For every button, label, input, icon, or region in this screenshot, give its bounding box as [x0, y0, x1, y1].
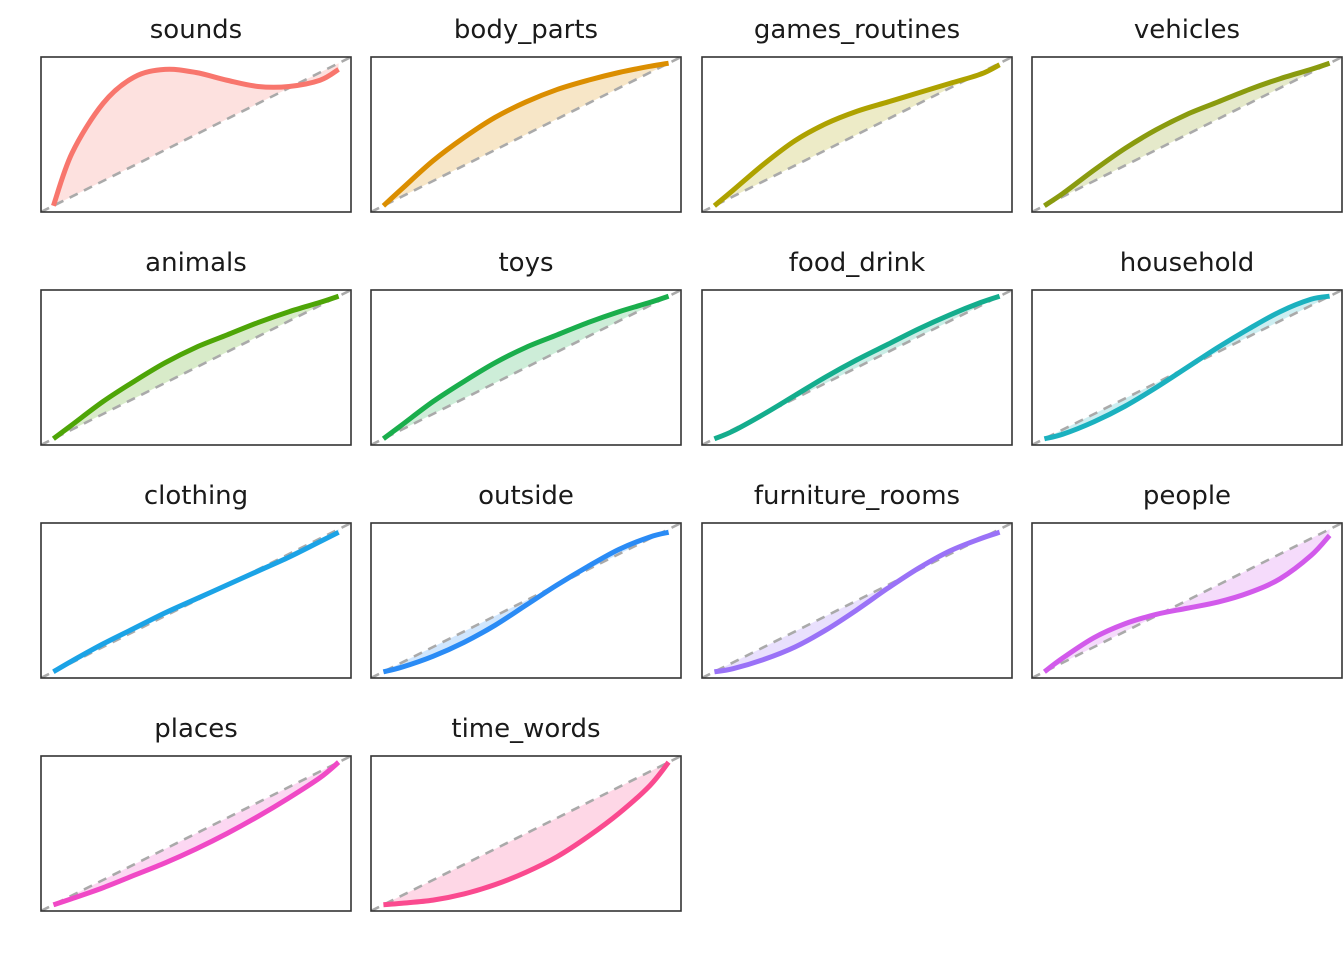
panel-border — [701, 56, 1013, 213]
reference-diagonal-line — [41, 756, 351, 911]
series-curve-time_words — [383, 760, 671, 908]
panel-title: people — [1143, 481, 1231, 511]
panel-title: time_words — [451, 714, 600, 744]
series-curve-games_routines — [712, 62, 1001, 208]
panel-plot-area — [371, 57, 681, 212]
panel-title: toys — [498, 248, 553, 278]
panel-animals: animals — [40, 248, 352, 446]
reference-diagonal-line — [41, 523, 351, 678]
series-curve-outside — [382, 529, 670, 675]
reference-diagonal-line — [41, 290, 351, 445]
panel-border — [370, 289, 682, 446]
reference-diagonal-line — [371, 756, 681, 911]
area-between-curve-and-diagonal — [383, 529, 669, 672]
panel-plot-area — [1032, 523, 1342, 678]
panel-border — [701, 289, 1013, 446]
panel-plot-area — [41, 57, 351, 212]
area-between-curve-and-diagonal — [383, 63, 669, 206]
series-curve-clothing — [52, 530, 340, 674]
area-between-curve-and-diagonal — [714, 63, 1000, 206]
panel-border — [370, 522, 682, 679]
series-curve-toys — [381, 293, 670, 441]
panel-title: places — [154, 714, 238, 744]
reference-diagonal-line — [1032, 57, 1342, 212]
panel-plot-area — [41, 290, 351, 445]
panel-title: sounds — [150, 15, 242, 45]
panel-border — [40, 755, 352, 912]
reference-diagonal-line — [371, 523, 681, 678]
panel-plot-area — [702, 290, 1012, 445]
panel-clothing: clothing — [40, 481, 352, 679]
panel-title: household — [1120, 248, 1255, 278]
panel-sounds: sounds — [40, 15, 352, 213]
panel-title: body_parts — [454, 15, 598, 45]
panel-plot-area — [41, 523, 351, 678]
series-curve-vehicles — [1043, 60, 1331, 208]
reference-diagonal-line — [1032, 290, 1342, 445]
panel-border — [701, 522, 1013, 679]
panel-plot-area — [1032, 57, 1342, 212]
panel-plot-area — [41, 756, 351, 911]
series-curve-animals — [51, 293, 340, 441]
panel-border — [370, 755, 682, 912]
area-between-curve-and-diagonal — [383, 762, 669, 905]
series-curve-food_drink — [713, 293, 1001, 442]
panel-border — [370, 56, 682, 213]
area-between-curve-and-diagonal — [1044, 63, 1330, 206]
panel-border — [40, 522, 352, 679]
panel-food_drink: food_drink — [701, 248, 1013, 446]
panel-games_routines: games_routines — [701, 15, 1013, 213]
panel-plot-area — [371, 756, 681, 911]
reference-diagonal-line — [371, 290, 681, 445]
panel-time_words: time_words — [370, 714, 682, 912]
reference-diagonal-line — [702, 290, 1012, 445]
series-curve-sounds — [51, 66, 340, 207]
panel-plot-area — [1032, 290, 1342, 445]
panel-vehicles: vehicles — [1031, 15, 1343, 213]
panel-outside: outside — [370, 481, 682, 679]
panel-title: clothing — [144, 481, 248, 511]
series-curve-places — [52, 760, 341, 908]
series-curve-household — [1043, 293, 1331, 442]
panel-people: people — [1031, 481, 1343, 679]
series-curve-body_parts — [381, 60, 670, 208]
area-between-curve-and-diagonal — [1044, 529, 1330, 672]
panel-title: food_drink — [789, 248, 925, 278]
panel-title: games_routines — [754, 15, 960, 45]
panel-border — [1031, 56, 1343, 213]
area-between-curve-and-diagonal — [383, 296, 669, 439]
panel-title: outside — [478, 481, 574, 511]
panel-body_parts: body_parts — [370, 15, 682, 213]
panel-title: vehicles — [1134, 15, 1240, 45]
area-between-curve-and-diagonal — [53, 296, 339, 439]
panel-household: household — [1031, 248, 1343, 446]
panel-plot-area — [702, 523, 1012, 678]
panel-border — [40, 289, 352, 446]
panel-title: animals — [145, 248, 247, 278]
reference-diagonal-line — [1032, 523, 1342, 678]
panel-plot-area — [702, 57, 1012, 212]
panel-border — [1031, 522, 1343, 679]
panel-places: places — [40, 714, 352, 912]
series-curve-people — [1042, 533, 1332, 674]
reference-diagonal-line — [371, 57, 681, 212]
area-between-curve-and-diagonal — [53, 762, 339, 905]
area-between-curve-and-diagonal — [53, 63, 339, 206]
panel-plot-area — [371, 523, 681, 678]
series-curve-furniture_rooms — [713, 529, 1001, 675]
panel-border — [40, 56, 352, 213]
panel-border — [1031, 289, 1343, 446]
panel-plot-area — [371, 290, 681, 445]
panel-title: furniture_rooms — [754, 481, 960, 511]
panel-furniture_rooms: furniture_rooms — [701, 481, 1013, 679]
panel-toys: toys — [370, 248, 682, 446]
area-between-curve-and-diagonal — [714, 529, 1000, 672]
